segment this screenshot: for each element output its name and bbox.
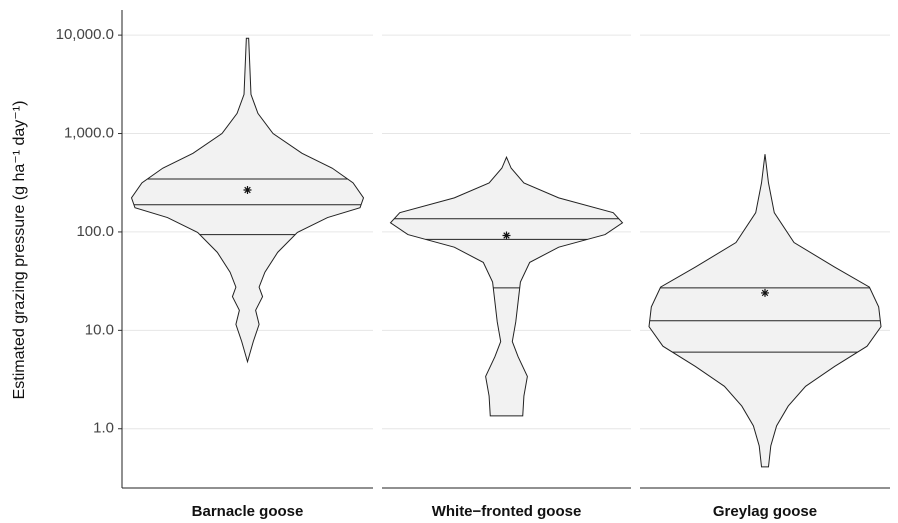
violin: [130, 37, 365, 364]
y-tick-label: 10.0: [85, 321, 114, 338]
y-tick-label: 1.0: [93, 420, 114, 437]
y-tick-label: 10,000.0: [56, 26, 114, 43]
x-tick-label: White−fronted goose: [432, 503, 582, 520]
violin: [389, 155, 624, 417]
y-tick-label: 1,000.0: [64, 124, 114, 141]
y-tick-label: 100.0: [76, 223, 114, 240]
mean-marker: [761, 288, 769, 297]
x-tick-label: Barnacle goose: [192, 503, 304, 520]
mean-marker: [502, 231, 511, 240]
y-axis-title: Estimated grazing pressure (g ha⁻¹ day⁻¹…: [11, 101, 28, 400]
mean-marker: [243, 185, 252, 194]
violin: [648, 154, 882, 468]
x-tick-label: Greylag goose: [713, 503, 817, 520]
